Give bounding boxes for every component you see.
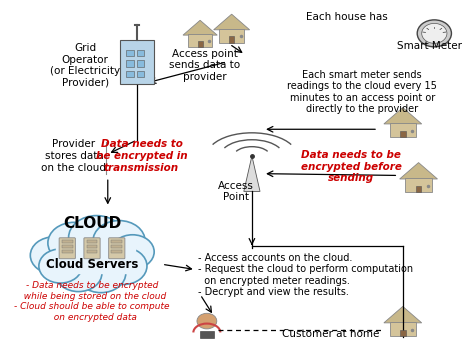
Bar — [400, 131, 406, 137]
Text: Each smart meter sends
readings to the cloud every 15
minutes to an access point: Each smart meter sends readings to the c… — [287, 69, 437, 114]
Bar — [229, 36, 234, 43]
Bar — [137, 50, 145, 56]
Text: Each house has: Each house has — [306, 13, 387, 22]
Bar — [87, 240, 98, 243]
Text: Access
Point: Access Point — [218, 181, 254, 202]
Circle shape — [39, 249, 82, 283]
Circle shape — [422, 23, 447, 43]
Bar — [87, 245, 98, 248]
Bar — [62, 240, 73, 243]
Circle shape — [69, 216, 125, 260]
Circle shape — [417, 20, 451, 47]
Circle shape — [111, 235, 154, 269]
Text: Data needs to be
encrypted before
sending: Data needs to be encrypted before sendin… — [301, 150, 401, 183]
Polygon shape — [400, 163, 438, 179]
Bar — [137, 61, 145, 67]
Circle shape — [100, 248, 147, 285]
Bar — [200, 332, 214, 338]
Polygon shape — [384, 107, 422, 124]
Bar — [126, 61, 134, 67]
Text: Customer at home: Customer at home — [282, 329, 379, 339]
FancyBboxPatch shape — [59, 238, 75, 259]
Circle shape — [30, 237, 77, 274]
Polygon shape — [214, 14, 250, 30]
Polygon shape — [244, 156, 260, 192]
Circle shape — [93, 221, 145, 262]
FancyBboxPatch shape — [84, 238, 100, 259]
Text: Access point
sends data to
provider: Access point sends data to provider — [169, 49, 240, 82]
Bar — [62, 250, 73, 253]
Bar — [416, 186, 421, 193]
Text: CLOUD: CLOUD — [63, 216, 121, 231]
Text: Provider
stores data
on the cloud: Provider stores data on the cloud — [42, 139, 107, 173]
Text: - Access accounts on the cloud.
- Request the cloud to perform computation
  on : - Access accounts on the cloud. - Reques… — [198, 252, 413, 297]
Bar — [111, 250, 122, 253]
Circle shape — [76, 253, 126, 293]
Bar — [390, 322, 416, 336]
Circle shape — [48, 222, 100, 263]
Text: Cloud Servers: Cloud Servers — [46, 258, 138, 271]
Circle shape — [55, 255, 102, 292]
Bar — [400, 330, 406, 336]
Bar — [62, 245, 73, 248]
Text: - Data needs to be encrypted
  while being stored on the cloud
- Cloud should be: - Data needs to be encrypted while being… — [14, 281, 170, 321]
Bar — [198, 41, 203, 47]
Text: Grid
Operator
(or Electricity
Provider): Grid Operator (or Electricity Provider) — [50, 43, 120, 88]
Bar — [111, 245, 122, 248]
Bar — [120, 40, 154, 84]
Bar — [126, 50, 134, 56]
Bar — [219, 29, 244, 43]
Bar — [126, 71, 134, 77]
FancyBboxPatch shape — [109, 238, 125, 259]
Circle shape — [197, 313, 217, 329]
Bar — [111, 240, 122, 243]
Polygon shape — [384, 306, 422, 323]
Text: Smart Meter: Smart Meter — [397, 41, 462, 51]
FancyBboxPatch shape — [56, 243, 135, 273]
Bar — [390, 123, 416, 137]
Text: Data needs to
be encrypted in
transmission: Data needs to be encrypted in transmissi… — [96, 139, 187, 173]
Bar — [137, 71, 145, 77]
Bar — [405, 178, 432, 193]
Polygon shape — [183, 20, 217, 35]
Bar — [87, 250, 98, 253]
Bar — [188, 34, 212, 47]
